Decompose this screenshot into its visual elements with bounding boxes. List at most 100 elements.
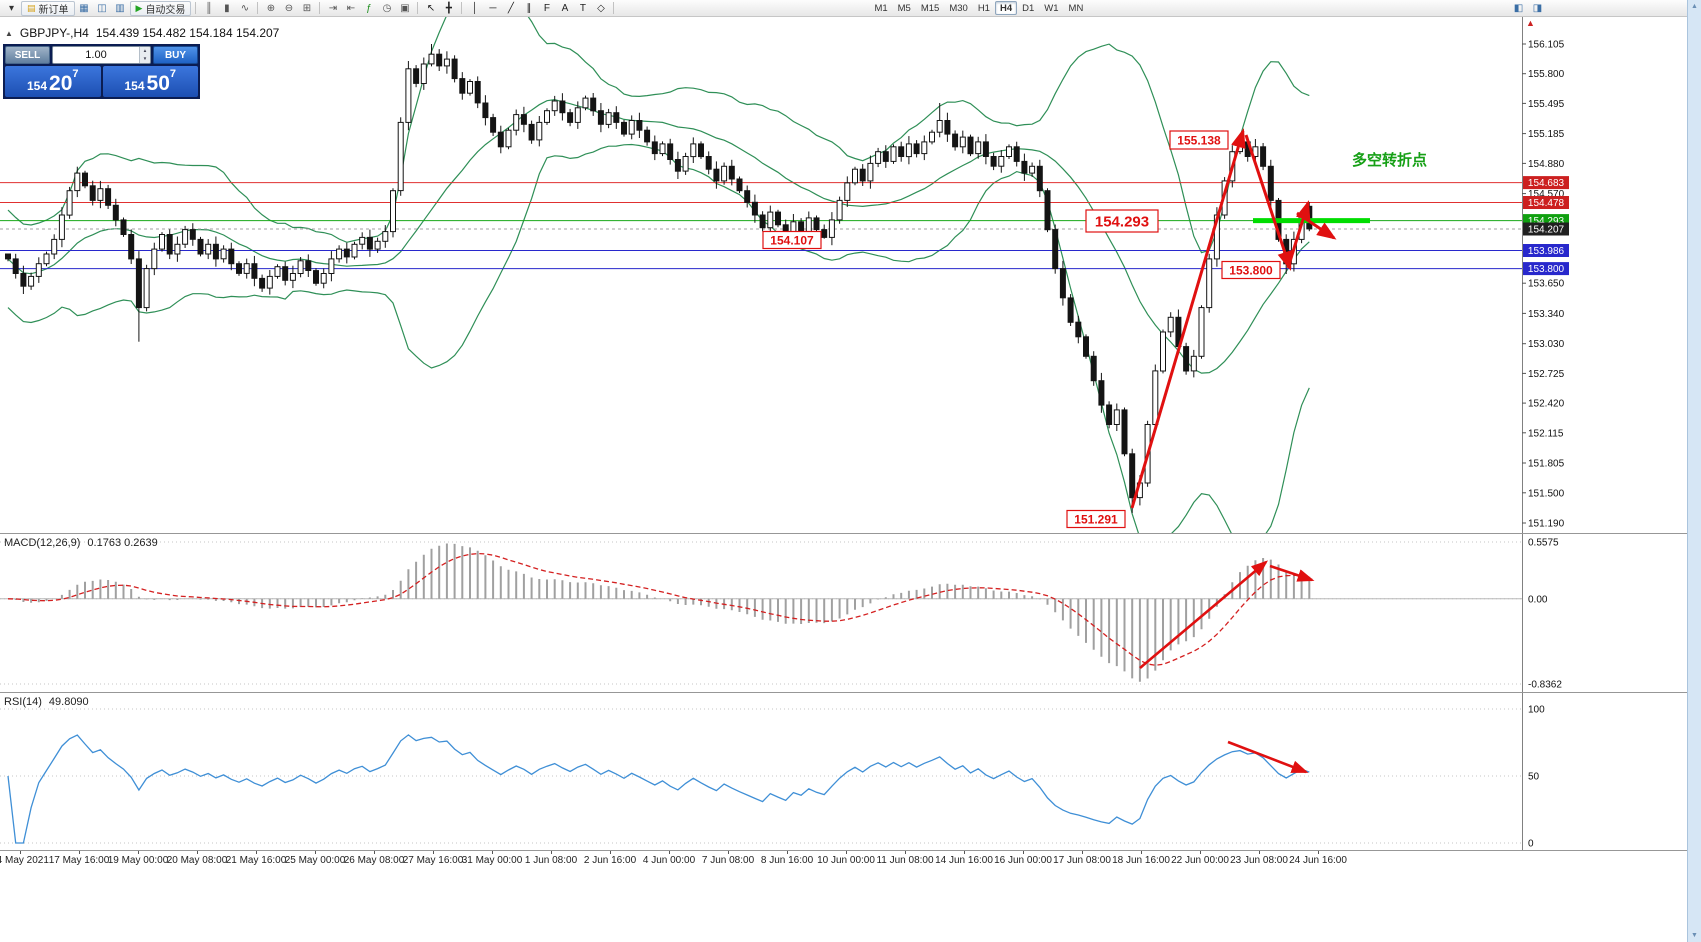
toolbar-separator: [417, 2, 419, 14]
dock-left-icon[interactable]: ◧: [1513, 2, 1524, 14]
trendline-icon[interactable]: ╱: [507, 2, 514, 14]
annotations[interactable]: 155.138 154.293 154.107 153.800 151.291: [762, 130, 1281, 529]
buy-price[interactable]: 154 50 7: [102, 66, 198, 97]
main-chart-svg[interactable]: 多空转折点 155.138 154.293 154.107 153.800 151.291…: [0, 17, 1701, 533]
data-window-icon[interactable]: ▥: [115, 2, 125, 14]
chart-candle-icon[interactable]: ▮: [224, 2, 230, 14]
volume-decrease-button[interactable]: ▼: [140, 55, 150, 63]
macd-arrow[interactable]: [1269, 564, 1315, 582]
rsi-arrow[interactable]: [1227, 740, 1309, 774]
time-axis-label: 22 Jun 00:00: [1171, 855, 1229, 866]
chart-bar-icon[interactable]: ║: [205, 2, 213, 14]
price-annotation-box: [1085, 209, 1159, 233]
time-axis-tick: [1082, 851, 1083, 854]
chart-note: 多空转折点: [1352, 151, 1427, 169]
timeframe-m1-button[interactable]: M1: [874, 2, 888, 14]
timeframe-h1-button[interactable]: H1: [977, 2, 990, 14]
fibonacci-icon[interactable]: F: [543, 2, 550, 14]
sell-price[interactable]: 154 20 7: [5, 66, 101, 97]
bollinger-upper: [7, 17, 1310, 254]
rsi-svg[interactable]: 100 50 0: [0, 693, 1701, 850]
price-axis: 156.105 155.800 155.495 155.185 154.880 154.5…: [1522, 17, 1569, 533]
time-axis-tick: [138, 851, 139, 854]
toolbar-separator: [613, 2, 615, 14]
scroll-up-icon[interactable]: ▲: [1691, 3, 1698, 10]
templates-icon[interactable]: ▣: [400, 2, 410, 14]
timeframe-h4-button[interactable]: H4: [994, 1, 1018, 15]
auto-trading-button[interactable]: ▶ 自动交易: [129, 0, 192, 16]
time-axis-tick: [1318, 851, 1319, 854]
buy-button[interactable]: BUY: [153, 46, 198, 64]
auto-trading-button-label: 自动交易: [145, 4, 186, 16]
tile-windows-icon[interactable]: ⊞: [302, 2, 312, 14]
timeframe-m15-button[interactable]: M15: [920, 2, 940, 14]
price-scale-arrow-icon[interactable]: ▲: [1526, 18, 1535, 28]
sell-price-pips: 20: [49, 72, 73, 96]
vertical-line-icon[interactable]: │: [471, 2, 479, 14]
new-order-button[interactable]: ▤ 新订单: [21, 0, 75, 16]
time-axis-tick: [492, 851, 493, 854]
dock-right-icon[interactable]: ◨: [1532, 2, 1543, 14]
zoom-in-icon[interactable]: ⊕: [266, 2, 276, 14]
shapes-icon[interactable]: ◇: [597, 2, 605, 14]
time-axis-label: 17 May 16:00: [48, 855, 110, 866]
time-axis-tick: [79, 851, 80, 854]
market-watch-icon[interactable]: ◫: [97, 2, 107, 14]
rsi-panel[interactable]: 100 50 0 RSI(14) 49.8090: [0, 693, 1687, 851]
indicators-icon[interactable]: ƒ: [366, 2, 372, 14]
horizontal-line-icon[interactable]: ─: [489, 2, 497, 14]
channel-icon[interactable]: ∥: [526, 2, 532, 14]
price-level-label: 154.478: [1528, 198, 1565, 209]
timeframe-group: M1 M5 M15 M30 H1 H4 D1 W1 MN: [869, 1, 1088, 15]
text-icon[interactable]: A: [561, 2, 569, 14]
price-annotation-box: [1066, 509, 1126, 529]
sell-button[interactable]: SELL: [5, 46, 50, 64]
time-axis-tick: [1023, 851, 1024, 854]
macd-panel[interactable]: 0.5575 0.00 -0.8362 MACD(12,26,9) 0.1763 0…: [0, 534, 1687, 693]
scroll-down-icon[interactable]: ▼: [1691, 932, 1698, 939]
price-level-label-bg: [1523, 176, 1569, 190]
toolbar-right-group: ◧ ◨: [1510, 1, 1546, 16]
time-axis-label: 11 Jun 08:00: [876, 855, 934, 866]
timeframe-m30-button[interactable]: M30: [949, 2, 968, 14]
macd-arrow[interactable]: [1139, 560, 1268, 669]
price-axis-label: 155.495: [1528, 99, 1565, 110]
crosshair-icon[interactable]: ╋: [445, 2, 452, 14]
macd-signal-line: [7, 552, 1310, 666]
price-level-label: 154.293: [1528, 216, 1565, 227]
timeframe-d1-button[interactable]: D1: [1022, 2, 1035, 14]
label-icon[interactable]: T: [579, 2, 586, 14]
zoom-out-icon[interactable]: ⊖: [284, 2, 294, 14]
price-axis-label: 151.500: [1528, 488, 1565, 499]
vertical-scrollbar[interactable]: ▲ ▼: [1687, 0, 1701, 942]
chart-line-icon[interactable]: ∿: [240, 2, 250, 14]
macd-svg[interactable]: 0.5575 0.00 -0.8362: [0, 534, 1701, 692]
chart-window-icon[interactable]: ▦: [79, 2, 89, 14]
cursor-icon[interactable]: ↖: [426, 2, 436, 14]
time-axis-label: 19 May 00:00: [107, 855, 169, 866]
time-axis-tick: [846, 851, 847, 854]
auto-scroll-icon[interactable]: ⇥: [328, 2, 338, 14]
time-axis-tick: [1259, 851, 1260, 854]
time-axis-label: 1 Jun 08:00: [524, 855, 578, 866]
volume-increase-button[interactable]: ▲: [140, 47, 150, 55]
chart-shift-icon[interactable]: ⇤: [346, 2, 356, 14]
timeframe-mn-button[interactable]: MN: [1068, 2, 1084, 14]
time-axis-label: 18 Jun 16:00: [1112, 855, 1170, 866]
chart-menu-icon[interactable]: ▾: [8, 2, 15, 14]
time-axis-label: 8 Jun 16:00: [760, 855, 814, 866]
volume-input[interactable]: [53, 47, 139, 63]
time-axis-label: 4 Jun 00:00: [642, 855, 696, 866]
timeframe-w1-button[interactable]: W1: [1044, 2, 1059, 14]
main-chart-panel[interactable]: 多空转折点 155.138 154.293 154.107 153.800 151.291…: [0, 17, 1687, 534]
price-level-label: 154.207: [1528, 225, 1565, 236]
buy-price-big-figure: 154: [124, 79, 145, 93]
periods-icon[interactable]: ◷: [382, 2, 392, 14]
chart-symbol-icon: ▲: [5, 28, 13, 38]
time-axis-label: 17 Jun 08:00: [1053, 855, 1111, 866]
timeframe-m5-button[interactable]: M5: [897, 2, 911, 14]
trend-arrows[interactable]: [1130, 128, 1337, 509]
time-axis-label: 10 Jun 00:00: [817, 855, 875, 866]
